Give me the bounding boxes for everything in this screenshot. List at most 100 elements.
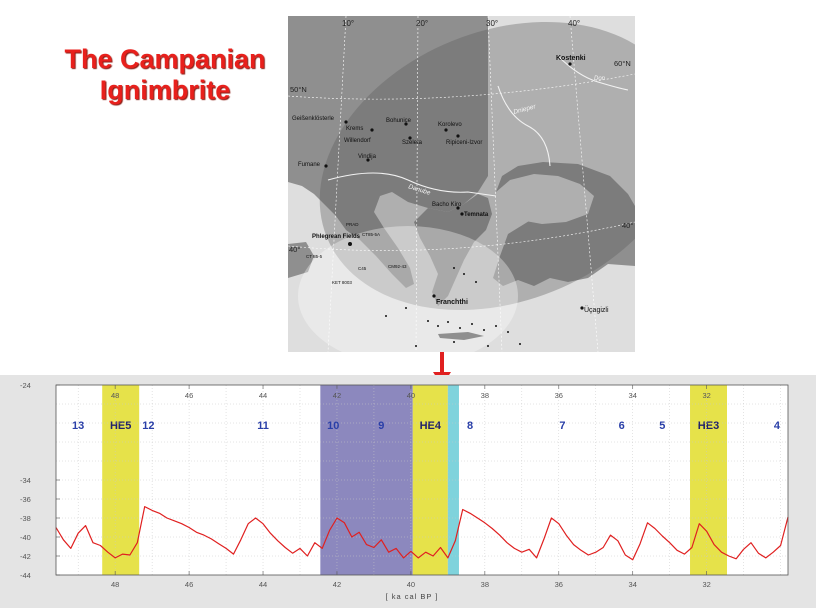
site-dot-phlegrean [348, 242, 352, 246]
crete [438, 332, 484, 340]
core-label-1: CT 85-5 [306, 254, 323, 259]
site-label-korolevo: Korolevo [438, 122, 462, 128]
balkans [414, 194, 492, 306]
site-label-ucagizli: Üçagizli [584, 306, 609, 314]
core-dot [453, 267, 455, 269]
x-tick-label-top: 44 [259, 391, 267, 400]
site-label-geissenklosterle: Geißenklösterle [292, 116, 335, 122]
core-dot [475, 281, 477, 283]
core-dot [437, 325, 439, 327]
core-label-2: KET 8003 [332, 280, 352, 285]
interstadial-label-9: 9 [378, 420, 384, 432]
core-dot [405, 307, 407, 309]
band-label-he4: HE4 [420, 420, 442, 432]
core-dot [415, 345, 417, 347]
site-dot-kostenki [568, 62, 572, 66]
interstadial-label-13: 13 [72, 420, 84, 432]
site-label-willendorf: Willendorf [344, 138, 371, 144]
core-dot [471, 323, 473, 325]
site-dot-szeleta [408, 136, 412, 140]
site-label-kostenki: Kostenki [556, 55, 586, 62]
parallel-label-60n: 60°N [614, 59, 631, 68]
core-dot [483, 329, 485, 331]
core-label-6: CT85-5A [362, 232, 380, 237]
x-tick-label-top: 40 [407, 391, 415, 400]
site-markers [324, 62, 584, 310]
band-he4 [412, 385, 448, 575]
core-dot [519, 343, 521, 345]
x-tick-label: 48 [111, 580, 119, 589]
site-label-szeleta: Szeleta [402, 140, 423, 146]
meridian-30 [487, 16, 503, 352]
interstadial-label-10: 10 [327, 420, 339, 432]
site-dot-krems [370, 128, 374, 132]
parallel-label-40-right: 40° [622, 221, 633, 230]
core-dot [459, 327, 461, 329]
interstadial-labels: 13 12 11 10 9 8 7 6 5 4 [72, 420, 781, 432]
core-dot [447, 321, 449, 323]
interstadial-label-5: 5 [659, 420, 665, 432]
axes: 484846464444424240403838363634343232-24-… [20, 381, 789, 589]
grid-lines [56, 385, 788, 575]
graticule-50 [288, 73, 635, 100]
band-shade-3 [447, 385, 459, 575]
band-label-he3: HE3 [698, 420, 719, 432]
meridian-label-20: 20° [416, 19, 428, 28]
site-label-fumane: Fumane [298, 162, 321, 168]
x-axis-title: [ ka cal BP ] [386, 592, 439, 601]
y-tick-label: -44 [20, 571, 31, 580]
meridian-40 [569, 16, 599, 352]
iberia [288, 242, 314, 278]
interstadial-label-4: 4 [774, 420, 781, 432]
event-bands: HE5 HE4 HE3 [102, 385, 727, 575]
core-dot [487, 345, 489, 347]
ash-dispersal-outer [298, 226, 518, 352]
x-tick-label-top: 36 [555, 391, 563, 400]
meridian-10 [327, 16, 347, 352]
site-label-vindija: Vindija [358, 154, 377, 160]
core-label-5: PRAD [346, 222, 359, 227]
band-he5 [102, 385, 140, 575]
x-tick-label-top: 34 [629, 391, 637, 400]
black-sea [496, 174, 594, 224]
meridian-label-10: 10° [342, 19, 354, 28]
y-tick-label: -40 [20, 533, 31, 542]
x-tick-label-top: 42 [333, 391, 341, 400]
core-dot [427, 320, 429, 322]
site-label-bohunice: Bohunice [386, 118, 412, 124]
site-dot-ucagizli [580, 306, 584, 310]
site-label-franchthi: Franchthi [436, 299, 468, 306]
site-dot-bohunice [404, 122, 408, 126]
interstadial-label-11: 11 [257, 420, 269, 432]
core-sites [385, 267, 521, 347]
x-tick-label: 46 [185, 580, 193, 589]
site-dot-franchthi [432, 294, 436, 298]
x-tick-label: 34 [629, 580, 637, 589]
site-label-bacho-kiro: Bacho Kiro [432, 202, 462, 208]
site-dot-temnata [460, 212, 464, 216]
core-dot [495, 325, 497, 327]
y-tick-label: -34 [20, 476, 31, 485]
ash-dispersal-area [319, 22, 635, 310]
europe-map: 10° 20° 30° 40° 50°N 60°N 40° 40° Don Dn… [288, 16, 635, 352]
y-tick-label: -36 [20, 495, 31, 504]
title-line-1: The Campanian [64, 44, 266, 74]
series-line-0 [55, 506, 789, 561]
x-tick-label-top: 38 [481, 391, 489, 400]
slide-title: The Campanian Ignimbrite [40, 44, 290, 106]
core-label-4: CM92-43 [388, 264, 407, 269]
series-layer [55, 506, 789, 561]
core-dot [507, 331, 509, 333]
interstadial-label-7: 7 [559, 420, 565, 432]
isotope-record-chart: HE5 HE4 HE3 484846464444424240403838363634… [0, 375, 816, 608]
site-label-ripiceni: Ripiceni-Izvor [446, 140, 482, 146]
band-he3 [690, 385, 727, 575]
y-tick-label: -42 [20, 552, 31, 561]
site-dot-vindija [366, 158, 370, 162]
parallel-label-50n: 50°N [290, 85, 307, 94]
river-don [557, 55, 629, 91]
y-tick-label: -24 [20, 381, 31, 390]
band-label-he5: HE5 [110, 420, 131, 432]
x-tick-label: 36 [555, 580, 563, 589]
site-dot-korolevo [444, 128, 448, 132]
